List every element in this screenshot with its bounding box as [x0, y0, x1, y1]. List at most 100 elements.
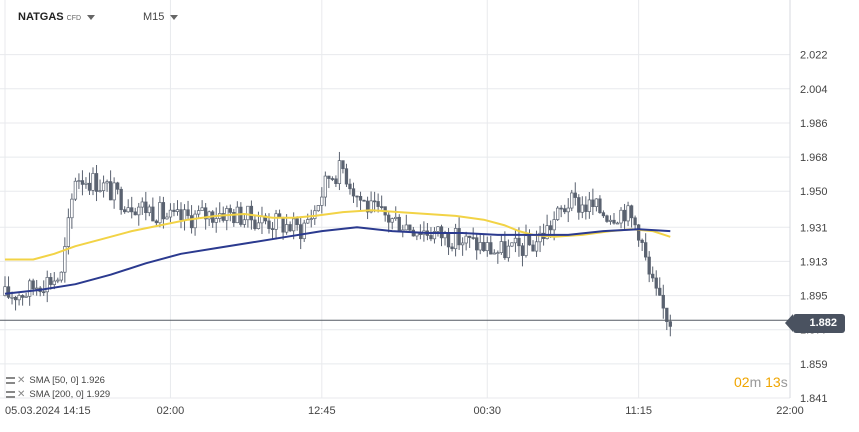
candle — [31, 278, 35, 296]
candle — [355, 195, 359, 208]
candle — [489, 235, 493, 255]
candle — [84, 177, 88, 189]
candle — [517, 227, 521, 257]
candle — [404, 214, 408, 231]
candle — [598, 195, 602, 214]
candle — [35, 279, 39, 296]
candle — [601, 210, 606, 218]
candle — [144, 191, 148, 221]
candle — [362, 199, 366, 202]
candle — [158, 196, 162, 228]
candle — [380, 195, 384, 210]
candle — [80, 170, 85, 196]
candle — [147, 204, 151, 217]
candle — [422, 221, 426, 242]
candle — [70, 193, 74, 229]
candle — [20, 294, 25, 306]
candle — [274, 209, 278, 240]
chevron-down-icon — [87, 14, 96, 20]
candle — [658, 277, 662, 296]
settings-icon[interactable] — [6, 391, 15, 398]
candle — [24, 292, 28, 298]
y-tick-label: 1.950 — [800, 186, 828, 198]
indicator-value: 1.926 — [81, 375, 105, 386]
y-tick-label: 1.841 — [800, 393, 828, 405]
candle — [506, 239, 511, 262]
candle — [668, 314, 672, 337]
candle — [394, 206, 398, 221]
candle — [397, 214, 401, 233]
candle — [327, 175, 331, 189]
candle — [49, 272, 53, 290]
close-icon[interactable]: ✕ — [17, 375, 26, 386]
candle — [179, 202, 183, 229]
candle — [228, 204, 232, 222]
candle — [246, 205, 250, 228]
candle — [436, 226, 440, 237]
candle — [175, 200, 180, 216]
candle — [460, 237, 465, 256]
candle — [42, 280, 46, 296]
candle — [341, 160, 345, 174]
countdown-minutes: 02 — [734, 374, 750, 390]
candle — [640, 238, 644, 252]
candle — [513, 230, 518, 253]
settings-icon[interactable] — [6, 377, 15, 384]
candle — [98, 179, 102, 193]
candle — [496, 250, 500, 264]
candle — [59, 271, 63, 283]
candle — [161, 196, 166, 229]
y-tick-label: 1.895 — [800, 291, 828, 303]
x-tick-label: 12:45 — [308, 405, 336, 417]
candle — [172, 203, 176, 217]
x-tick-label: 05.03.2024 14:15 — [5, 405, 91, 417]
y-tick-label: 2.022 — [800, 50, 828, 62]
candle — [450, 242, 454, 252]
candle — [6, 276, 11, 299]
candle — [482, 233, 486, 253]
candle — [485, 236, 489, 257]
candle — [270, 222, 275, 239]
candle — [263, 213, 268, 225]
candle — [615, 221, 620, 225]
candle — [17, 293, 21, 306]
indicator-sma200[interactable]: ✕ SMA [200, 0] 1.929 — [6, 389, 110, 400]
candle — [665, 307, 669, 331]
candle — [591, 188, 595, 216]
candle — [429, 227, 433, 242]
close-icon[interactable]: ✕ — [17, 389, 26, 400]
y-tick-label: 1.986 — [800, 118, 828, 130]
candle — [334, 175, 338, 188]
candle — [101, 175, 106, 198]
candle — [196, 205, 201, 219]
current-price-badge: 1.882 — [785, 314, 845, 333]
timeframe-selector[interactable]: M15 — [143, 11, 179, 23]
y-tick-label: 2.004 — [800, 84, 828, 96]
candle — [633, 215, 637, 230]
candle — [524, 224, 528, 258]
candle — [115, 181, 120, 195]
candle — [636, 224, 641, 247]
candle — [520, 242, 525, 267]
candle — [510, 242, 514, 248]
indicator-sma50[interactable]: ✕ SMA [50, 0] 1.926 — [6, 375, 105, 386]
candle-countdown: 02m 13s — [734, 374, 788, 390]
candle — [358, 191, 363, 212]
candle — [612, 212, 616, 225]
candle — [587, 191, 591, 219]
candle — [137, 202, 141, 226]
candle — [214, 207, 218, 233]
candle — [629, 204, 634, 228]
candle — [584, 196, 588, 220]
candle — [295, 216, 299, 231]
candle — [151, 197, 155, 222]
candle — [573, 182, 577, 206]
candle — [52, 272, 56, 290]
symbol-selector[interactable]: NATGAS CFD — [18, 11, 96, 23]
candle — [119, 186, 123, 215]
symbol-name: NATGAS — [18, 11, 64, 23]
candle — [559, 205, 563, 218]
candle — [105, 179, 109, 192]
